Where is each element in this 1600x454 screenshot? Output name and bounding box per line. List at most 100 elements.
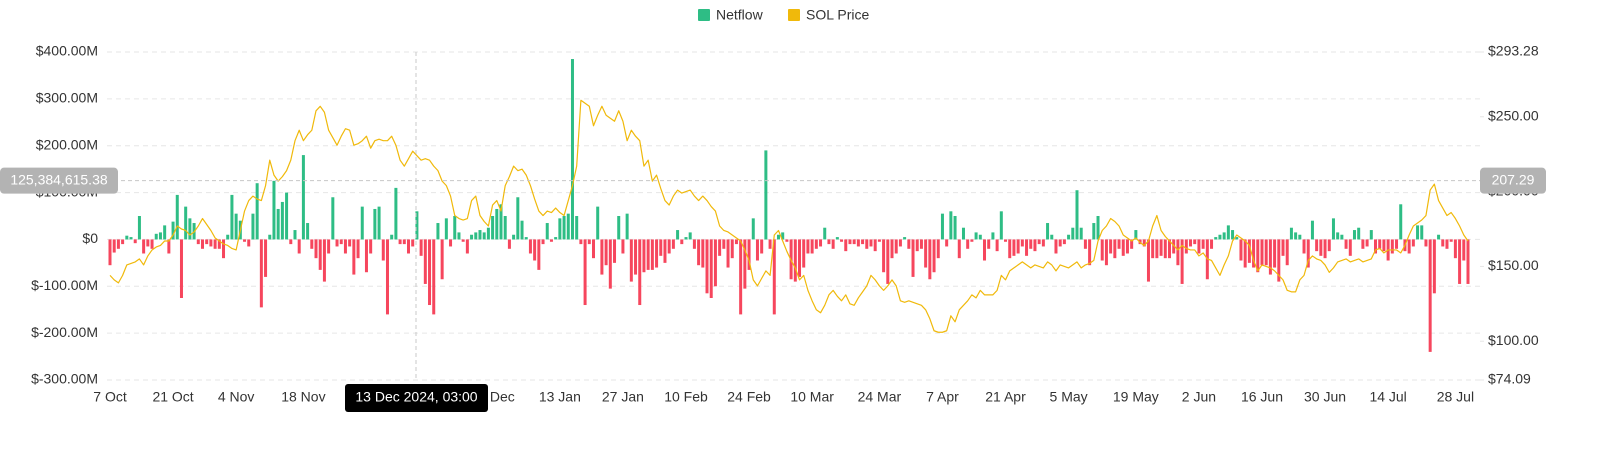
bar [861, 239, 865, 245]
bar [558, 218, 562, 240]
bar [461, 239, 465, 242]
bar [343, 239, 347, 254]
bar [129, 237, 133, 240]
legend-label: SOL Price [806, 7, 869, 23]
bar [234, 213, 238, 240]
bar [852, 239, 856, 245]
bar [486, 227, 490, 240]
bar [810, 239, 814, 254]
bar [949, 211, 953, 240]
bar [432, 239, 436, 315]
bar [507, 239, 511, 249]
bar [251, 213, 255, 240]
x-tick-label: 24 Feb [727, 389, 771, 405]
bar [1285, 239, 1289, 266]
bar [1264, 239, 1268, 266]
bar [705, 239, 709, 294]
bar [1071, 227, 1075, 240]
crosshair-y-box [0, 167, 118, 194]
bar [1466, 239, 1470, 284]
bar [587, 239, 591, 245]
bar [158, 232, 162, 240]
bar [1441, 239, 1445, 247]
bar [1449, 239, 1453, 242]
bar [814, 239, 818, 249]
bar [697, 239, 701, 266]
bar [1302, 239, 1306, 254]
bar [1197, 239, 1201, 254]
bar [1033, 239, 1037, 252]
bar [116, 239, 120, 249]
bar [1226, 225, 1230, 240]
bar [293, 230, 297, 240]
x-tick-label: 21 Apr [985, 389, 1026, 405]
bar [243, 239, 247, 242]
bar [1067, 234, 1071, 240]
bar [1369, 230, 1373, 240]
x-tick-label: 14 Jul [1369, 389, 1406, 405]
crosshair-y2-box [1480, 167, 1546, 194]
bar [1184, 239, 1188, 254]
bar [381, 239, 385, 261]
bar [1092, 223, 1096, 240]
bar [175, 194, 179, 240]
bar [1268, 239, 1272, 275]
bar [167, 239, 171, 254]
x-tick-label: 13 Jan [539, 389, 581, 405]
x-tick-label: 10 Feb [664, 389, 708, 405]
y-tick-label: $200.00M [36, 136, 98, 152]
bar [259, 239, 263, 308]
bar [297, 239, 301, 254]
bar [978, 234, 982, 240]
bar [407, 239, 411, 254]
bar [932, 239, 936, 273]
bar [953, 216, 957, 240]
bar [1407, 239, 1411, 254]
bar [604, 239, 608, 266]
bar [512, 234, 516, 240]
bar [575, 216, 579, 240]
bar [1201, 239, 1205, 249]
bar [882, 239, 886, 273]
bar [625, 213, 629, 240]
bar [457, 232, 461, 240]
legend-label: Netflow [716, 7, 764, 23]
bar [772, 239, 776, 315]
bar [503, 216, 507, 240]
bar [1121, 239, 1125, 256]
bar [179, 239, 183, 298]
bar [196, 239, 200, 245]
bar [1037, 239, 1041, 245]
bar [247, 239, 251, 247]
bar [663, 239, 667, 263]
bar [974, 232, 978, 240]
bar [634, 239, 638, 275]
bar [991, 232, 995, 240]
bar [1315, 239, 1319, 252]
bar [768, 239, 772, 249]
bar [629, 239, 633, 282]
bar [322, 239, 326, 282]
bar [230, 194, 234, 240]
bar [537, 239, 541, 270]
bar [1247, 239, 1251, 263]
bar [596, 206, 600, 240]
crosshair-x-box [345, 384, 488, 412]
bar [1453, 239, 1457, 259]
bar [1222, 232, 1226, 240]
bar [1289, 227, 1293, 240]
bar [1361, 239, 1365, 249]
bar [848, 239, 852, 245]
bar [1163, 239, 1167, 259]
bar [1016, 239, 1020, 254]
bar [1374, 239, 1378, 254]
bar [1294, 232, 1298, 240]
bar [146, 239, 150, 247]
bar [1437, 234, 1441, 240]
bar [566, 213, 570, 240]
x-tick-label: 28 Jul [1437, 389, 1474, 405]
bar [999, 211, 1003, 240]
bar [802, 239, 806, 268]
x-tick-label: 21 Oct [152, 389, 193, 405]
